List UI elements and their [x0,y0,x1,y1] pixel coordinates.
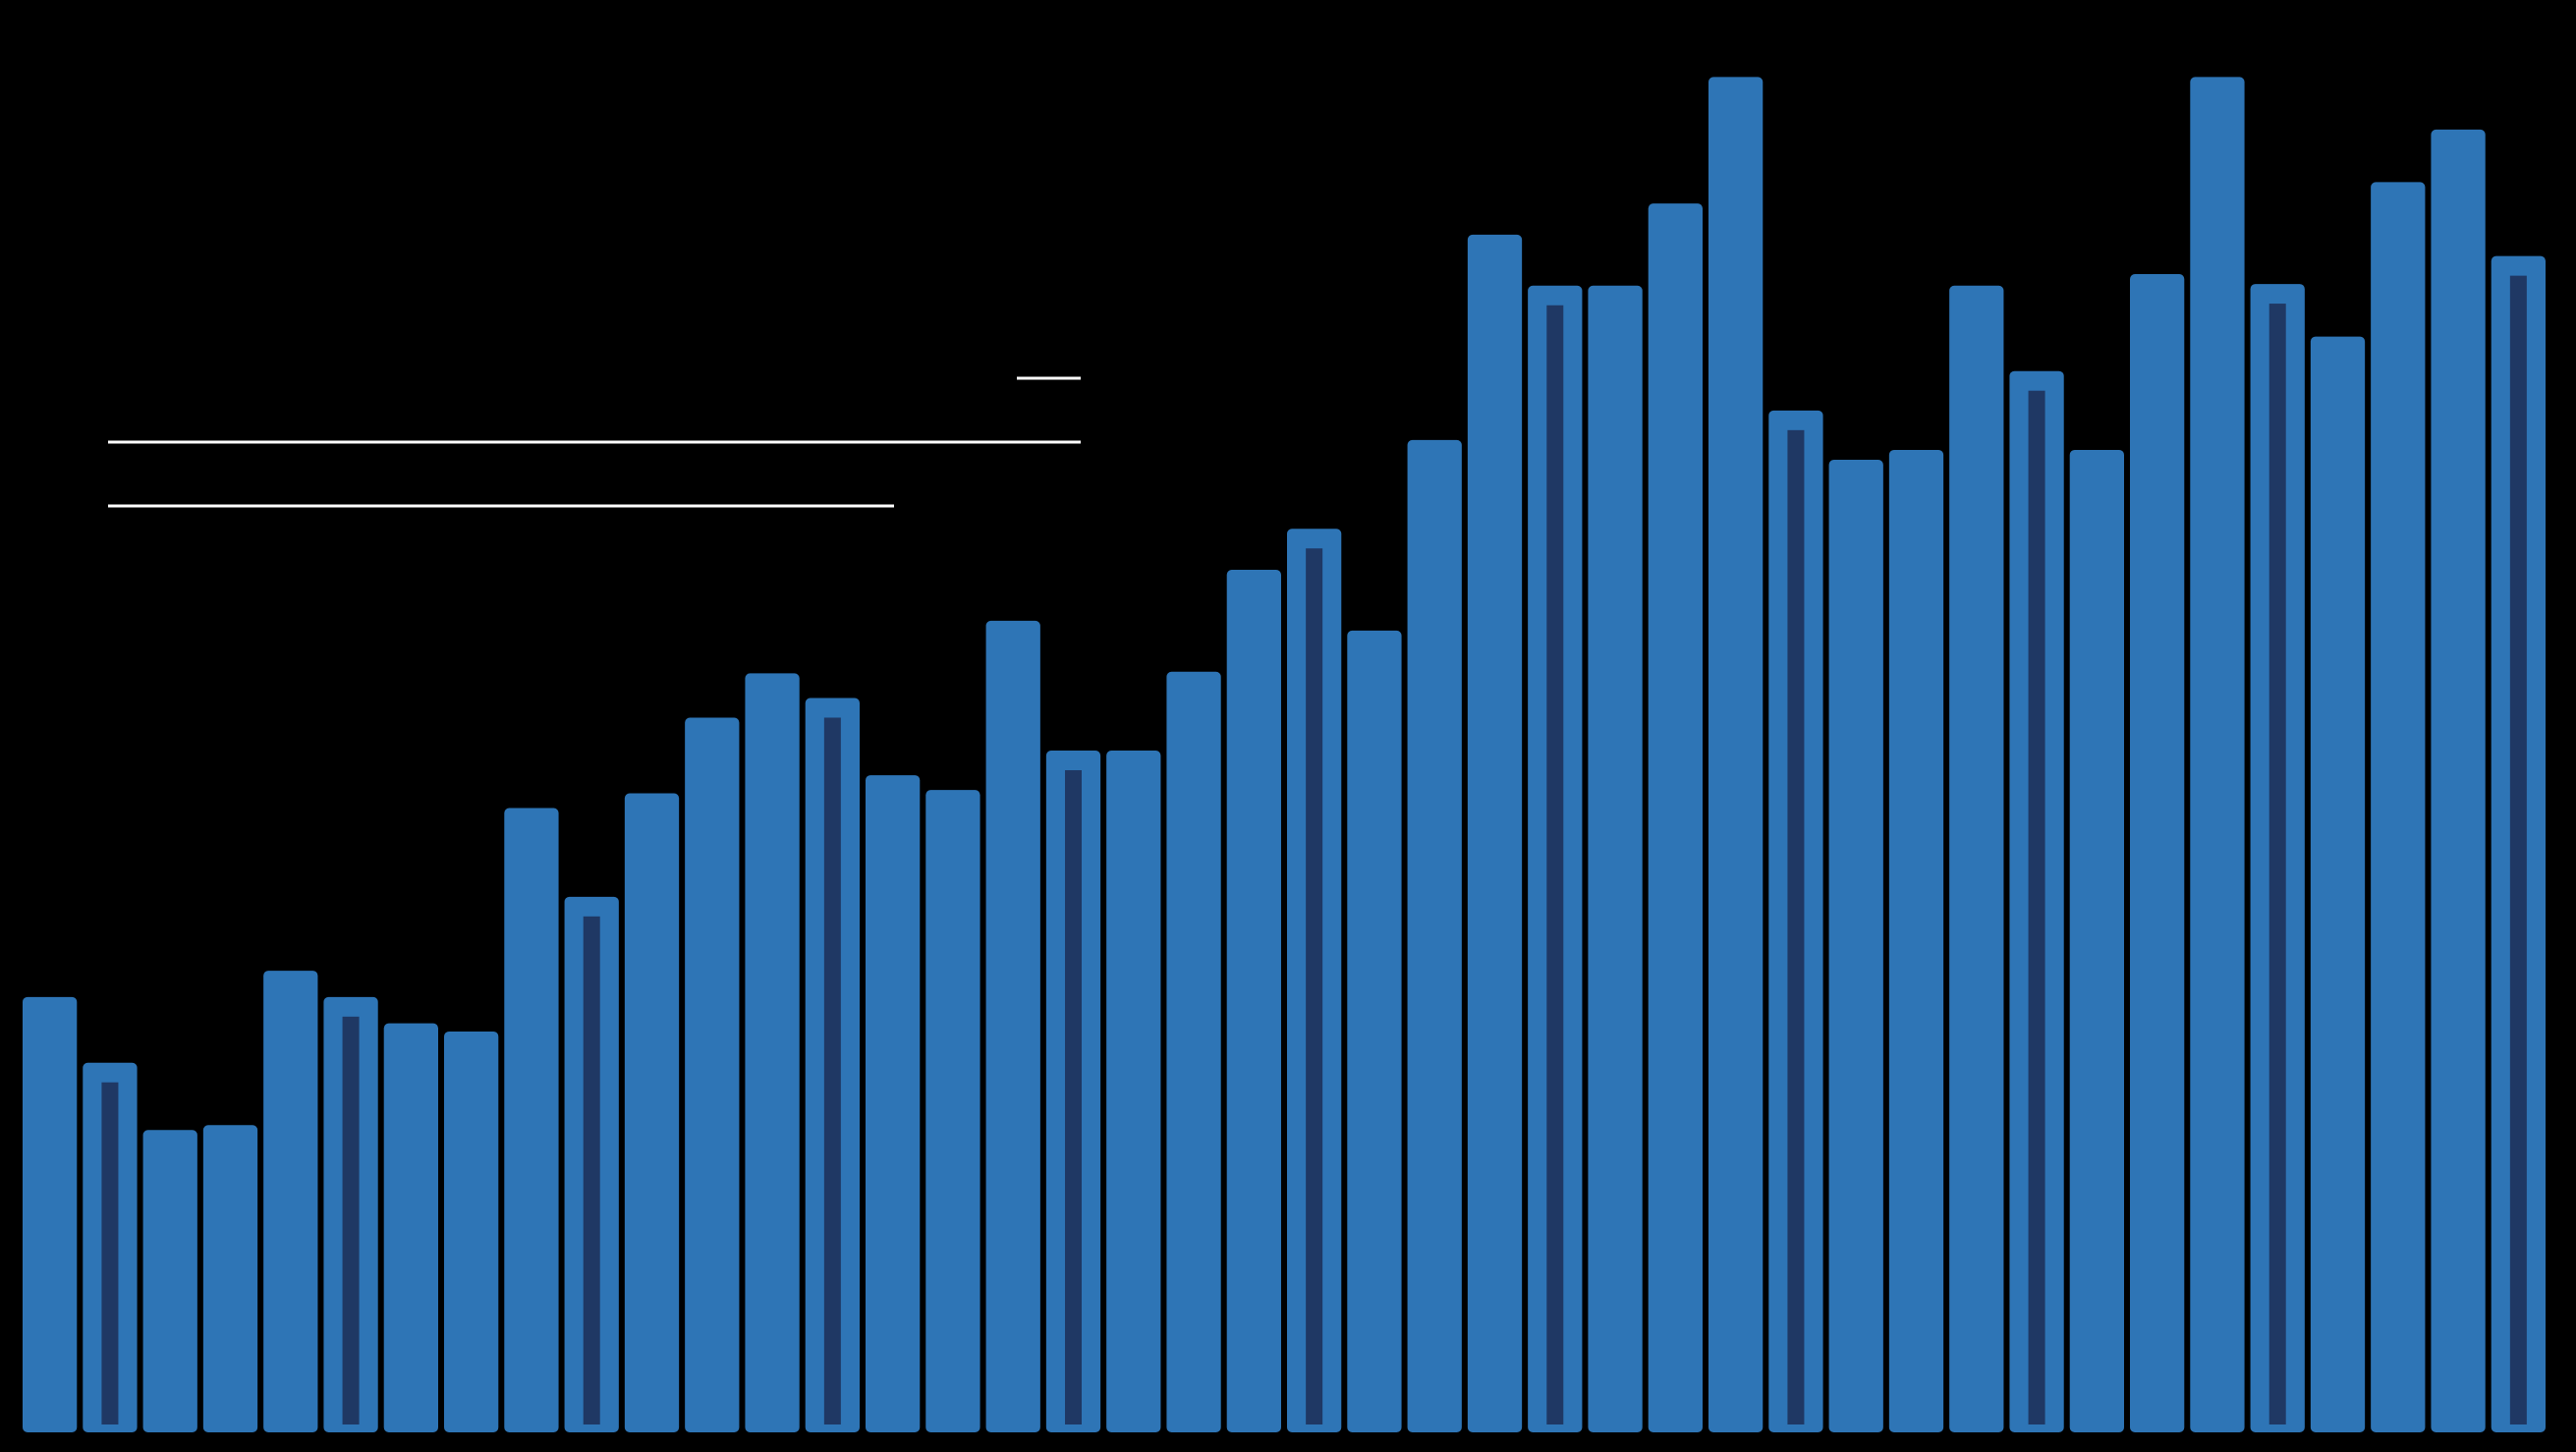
bar-highlight [2268,304,2286,1425]
bar-highlight [1546,305,1564,1424]
bar [2371,182,2426,1433]
bar [685,717,740,1432]
bar-highlight [1787,429,1805,1424]
bar [383,1023,438,1432]
bar [1407,439,1462,1432]
bar [263,971,318,1432]
bar [866,775,921,1432]
bar [745,673,800,1432]
bar-highlight [342,1016,360,1424]
bar [2310,336,2366,1432]
bar [1166,671,1221,1432]
bar-highlight [583,916,600,1424]
bar [1467,234,1523,1432]
bar [1888,449,1944,1432]
bar [23,996,78,1432]
bar-highlight [1065,770,1082,1424]
bar [2431,129,2486,1432]
bar-highlight [101,1082,119,1424]
bar [504,808,559,1432]
bars [23,77,2546,1433]
bar [2190,77,2245,1432]
bar [1828,460,1883,1432]
bar [1708,77,1764,1432]
bar [142,1130,197,1432]
bar [2069,449,2124,1432]
bar [2130,274,2185,1432]
bar [1588,285,1643,1432]
bar [925,790,980,1432]
bar-highlight [2509,275,2527,1424]
bar [444,1031,499,1432]
bar [1347,630,1402,1432]
bar [985,620,1040,1432]
bar-highlight [823,717,841,1424]
bar-highlight [2028,390,2045,1425]
bar [624,793,680,1432]
bar [202,1125,258,1432]
bar-highlight [1306,548,1323,1424]
bar [1648,203,1703,1433]
bar [1949,285,2004,1432]
bar [1226,570,1281,1432]
bar [1106,751,1161,1432]
